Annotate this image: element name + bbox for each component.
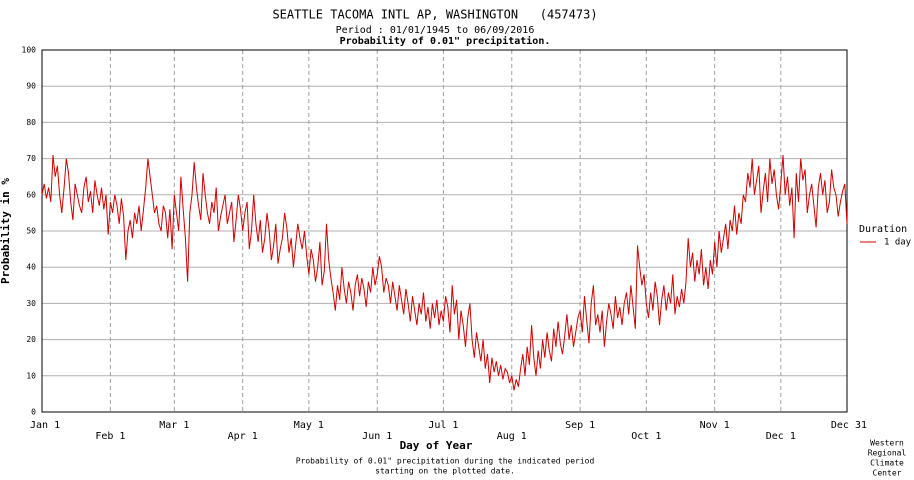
x-tick-label: Sep 1 — [565, 420, 595, 431]
x-tick-label: Mar 1 — [159, 420, 189, 431]
y-tick-label: 100 — [22, 46, 37, 55]
x-tick-label: Feb 1 — [95, 431, 125, 442]
chart-subtitle: Probability of 0.01" precipitation. — [340, 35, 551, 47]
x-axis-label: Day of Year — [400, 439, 473, 452]
x-tick-label: Dec 1 — [766, 431, 796, 442]
chart-title: SEATTLE TACOMA INTL AP, WASHINGTON (4574… — [272, 8, 597, 22]
credit: Western — [870, 439, 904, 448]
y-tick-label: 30 — [26, 299, 36, 308]
x-tick-label: Jul 1 — [428, 420, 458, 431]
y-tick-label: 80 — [26, 118, 36, 127]
y-tick-label: 10 — [26, 371, 36, 380]
credit: Climate — [870, 459, 904, 468]
y-axis-label: Probability in % — [0, 178, 12, 284]
y-tick-label: 50 — [26, 227, 36, 236]
footnote: starting on the plotted date. — [375, 467, 515, 476]
plot-frame — [41, 49, 848, 413]
credit: Regional — [868, 449, 907, 458]
x-tick-label: Dec 31 — [831, 420, 867, 431]
y-tick-label: 40 — [26, 263, 36, 272]
y-tick-label: 20 — [26, 335, 36, 344]
x-tick-label: Aug 1 — [497, 431, 527, 442]
footnote: Probability of 0.01" precipitation durin… — [296, 457, 595, 466]
x-tick-label: May 1 — [294, 420, 324, 431]
x-tick-label: Jun 1 — [362, 431, 392, 442]
line — [41, 154, 848, 391]
credit: Center — [873, 469, 902, 478]
y-tick-label: 0 — [31, 408, 36, 417]
y-tick-label: 70 — [26, 154, 36, 163]
y-tick-label: 60 — [26, 190, 36, 199]
x-tick-label: Nov 1 — [700, 420, 730, 431]
legend-label: 1 day — [884, 238, 912, 248]
chart-subtitle: Period : 01/01/1945 to 06/09/2016 — [336, 25, 535, 36]
y-tick-label: 90 — [26, 82, 36, 91]
x-tick-label: Apr 1 — [228, 431, 258, 442]
x-tick-label: Jan 1 — [30, 420, 60, 431]
legend-title: Duration — [859, 224, 907, 235]
x-tick-label: Oct 1 — [631, 431, 661, 442]
